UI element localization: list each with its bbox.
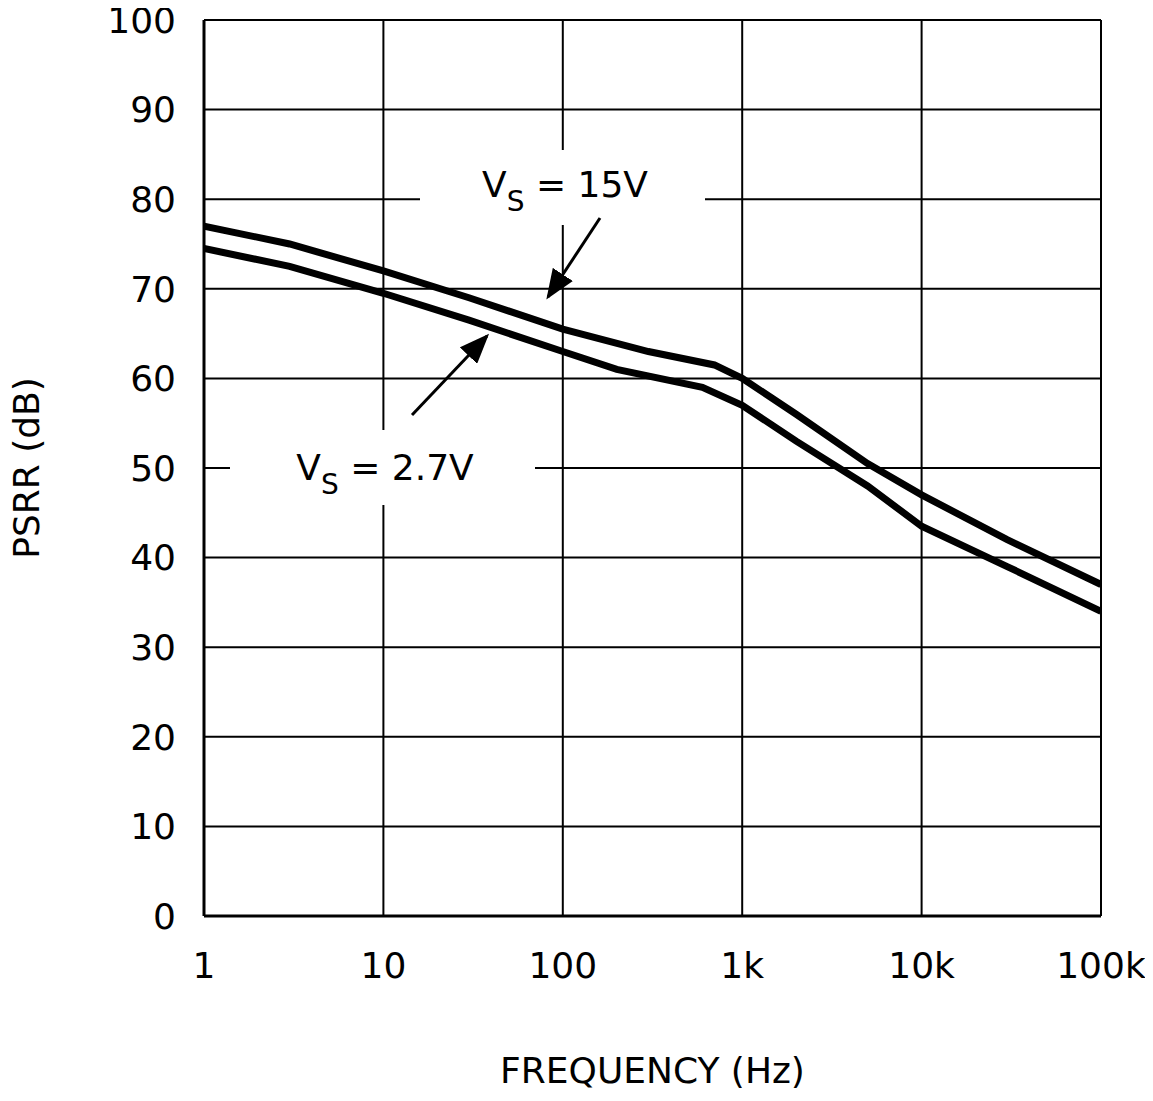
svg-text:20: 20	[130, 717, 176, 758]
svg-text:50: 50	[130, 448, 176, 489]
svg-text:40: 40	[130, 537, 176, 578]
svg-text:10: 10	[130, 806, 176, 847]
svg-text:60: 60	[130, 358, 176, 399]
svg-text:90: 90	[130, 89, 176, 130]
svg-text:100: 100	[528, 945, 597, 986]
svg-text:0: 0	[153, 896, 176, 937]
svg-text:VS = 2.7V: VS = 2.7V	[296, 447, 474, 501]
svg-text:70: 70	[130, 269, 176, 310]
svg-text:10k: 10k	[888, 945, 955, 986]
svg-text:100k: 100k	[1056, 945, 1145, 986]
svg-text:PSRR (dB): PSRR (dB)	[8, 377, 47, 559]
svg-text:80: 80	[130, 179, 176, 220]
svg-text:10: 10	[360, 945, 406, 986]
svg-text:1: 1	[193, 945, 216, 986]
svg-text:FREQUENCY (Hz): FREQUENCY (Hz)	[500, 1050, 805, 1091]
svg-text:VS = 15V: VS = 15V	[482, 164, 648, 218]
svg-text:30: 30	[130, 627, 176, 668]
svg-text:100: 100	[107, 8, 176, 41]
svg-text:1k: 1k	[720, 945, 764, 986]
